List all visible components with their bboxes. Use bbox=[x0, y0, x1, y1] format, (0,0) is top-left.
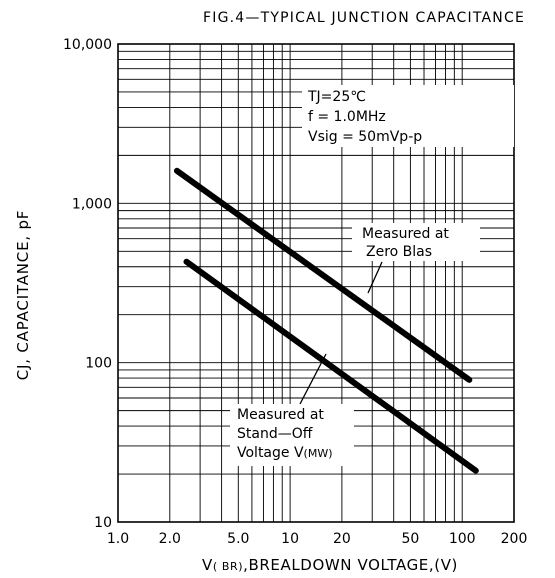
chart-title: FIG.4—TYPICAL JUNCTION CAPACITANCE bbox=[203, 10, 525, 26]
zero-bias-label-line1: Measured at bbox=[362, 226, 449, 242]
y-tick-label: 1,000 bbox=[72, 196, 112, 212]
x-tick-label: 20 bbox=[333, 531, 351, 547]
x-tick-labels: 1.0 2.0 5.0 10 20 50 100 200 bbox=[107, 531, 528, 547]
y-tick-label: 10 bbox=[94, 515, 112, 531]
x-axis-label: V( BR),BREALDOWN VOLTAGE,(V) bbox=[202, 556, 458, 574]
stand-off-label-line3: Voltage V(MW) bbox=[237, 445, 333, 461]
x-tick-label: 50 bbox=[401, 531, 419, 547]
x-tick-label: 1.0 bbox=[107, 531, 129, 547]
series-lines bbox=[173, 167, 479, 474]
zero-bias-label-line2: Zero Blas bbox=[366, 244, 432, 260]
condition-temperature: TJ=25℃ bbox=[307, 89, 366, 105]
stand-off-label-line1: Measured at bbox=[237, 407, 324, 423]
series-line-1 bbox=[183, 258, 479, 474]
condition-frequency: f = 1.0MHz bbox=[308, 109, 386, 125]
stand-off-label-box bbox=[230, 404, 354, 466]
x-tick-label: 200 bbox=[501, 531, 528, 547]
zero-bias-leader bbox=[367, 261, 383, 294]
x-tick-label: 100 bbox=[449, 531, 476, 547]
y-tick-labels: 10 100 1,000 10,000 bbox=[63, 37, 112, 531]
y-axis-label: CJ, CAPACITANCE, pF bbox=[14, 210, 32, 380]
x-tick-label: 10 bbox=[281, 531, 299, 547]
conditions-box bbox=[302, 85, 514, 147]
stand-off-label-line2: Stand—Off bbox=[237, 426, 313, 442]
stand-off-leader bbox=[299, 353, 327, 405]
y-tick-label: 100 bbox=[85, 356, 112, 372]
x-tick-label: 2.0 bbox=[159, 531, 181, 547]
plot-frame bbox=[117, 43, 515, 523]
condition-signal: Vsig = 50mVp-p bbox=[308, 129, 422, 145]
y-tick-label: 10,000 bbox=[63, 37, 112, 53]
series-line-0 bbox=[173, 167, 473, 383]
zero-bias-label-box bbox=[352, 223, 480, 261]
x-tick-label: 5.0 bbox=[227, 531, 249, 547]
